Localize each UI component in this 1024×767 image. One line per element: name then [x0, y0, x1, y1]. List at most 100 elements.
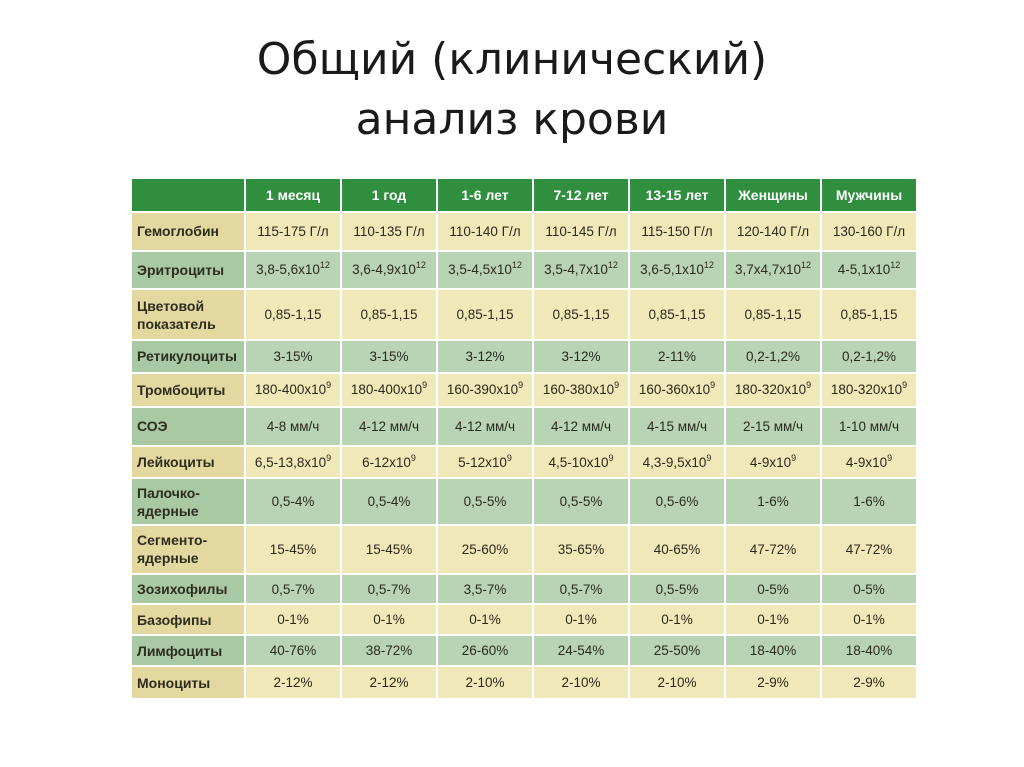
table-cell: 3,8-5,6х1012: [244, 249, 342, 291]
cell-value: 4,3-9,5х10: [642, 454, 707, 470]
cell-exponent: 9: [326, 380, 332, 391]
table-cell: 3,5-4,5х1012: [436, 249, 534, 291]
cell-value: 120-140 Г/л: [736, 223, 810, 239]
column-header: Мужчины: [820, 177, 918, 213]
table-row: Моноциты 2-12% 2-12% 2-10% 2-10% 2-10% 2-9% 2-9…: [130, 665, 918, 700]
table-cell: 1-6%: [820, 477, 918, 527]
table-cell: 4-15 мм/ч: [628, 406, 726, 447]
table-cell: 0-1%: [724, 603, 822, 636]
cell-exponent: 9: [614, 380, 620, 391]
row-label: Тромбоциты: [130, 371, 246, 409]
table-cell: 0-1%: [244, 603, 342, 636]
cell-value: 3-15%: [273, 348, 313, 364]
row-label: Моноциты: [130, 665, 246, 700]
cell-value: 18-40%: [845, 643, 893, 659]
table-cell: 115-150 Г/л: [628, 211, 726, 252]
table-cell: 110-140 Г/л: [436, 211, 534, 252]
table-cell: 2-12%: [244, 665, 342, 700]
table-cell: 120-140 Г/л: [724, 211, 822, 252]
cell-value: 3,5-7%: [463, 581, 507, 597]
cell-value: 0,5-5%: [463, 494, 507, 510]
table-cell: 2-10%: [436, 665, 534, 700]
cell-value: 2-15 мм/ч: [742, 418, 804, 434]
cell-value: 4-9х10: [845, 454, 888, 470]
cell-value: 0-1%: [277, 612, 309, 628]
cell-exponent: 9: [518, 380, 524, 391]
table-row: Лимфоциты 40-76% 38-72% 26-60% 24-54% 25-50% 1…: [130, 633, 918, 668]
cell-value: 160-380х10: [542, 382, 615, 398]
cell-value: 0-1%: [661, 612, 693, 628]
cell-value: 4-9х10: [749, 454, 792, 470]
cell-value: 0,5-7%: [559, 581, 603, 597]
table-cell: 0-1%: [436, 603, 534, 636]
cell-value: 0-1%: [853, 612, 885, 628]
table-cell: 18-40%: [724, 633, 822, 668]
table-cell: 0,2-1,2%: [820, 339, 918, 374]
slide-title-line-1: Общий (клинический): [256, 34, 768, 85]
cell-exponent: 9: [791, 452, 797, 463]
table-cell: 4,5-10х109: [532, 444, 630, 480]
cell-exponent: 9: [422, 380, 428, 391]
table-cell: 180-400х109: [244, 371, 342, 409]
table-cell: 4-12 мм/ч: [340, 406, 438, 447]
cell-value: 25-60%: [461, 541, 509, 557]
table-cell: 35-65%: [532, 524, 630, 575]
table-cell: 3,6-5,1х1012: [628, 249, 726, 291]
row-label: Лимфоциты: [130, 633, 246, 668]
table-cell: 4-12 мм/ч: [436, 406, 534, 447]
cell-value: 0,2-1,2%: [745, 348, 801, 364]
cell-value: 3,6-5,1х10: [640, 262, 704, 278]
table-cell: 2-10%: [628, 665, 726, 700]
table-cell: 0,5-5%: [436, 477, 534, 527]
cell-value: 3,5-4,5х10: [448, 262, 512, 278]
cell-exponent: 12: [319, 260, 330, 271]
table-cell: 1-6%: [724, 477, 822, 527]
cell-value: 35-65%: [557, 541, 605, 557]
cell-value: 0,85-1,15: [840, 307, 898, 323]
cell-value: 38-72%: [365, 643, 413, 659]
cell-value: 24-54%: [557, 643, 605, 659]
table-row: Гемоглобин 115-175 Г/л 110-135 Г/л 110-140 …: [130, 211, 918, 252]
cell-value: 0,5-4%: [271, 494, 315, 510]
cell-value: 4-5,1х10: [837, 262, 891, 278]
cell-value: 180-400х10: [254, 382, 327, 398]
table-cell: 2-11%: [628, 339, 726, 374]
row-label: Цветовой показатель: [130, 288, 246, 342]
table-cell: 15-45%: [340, 524, 438, 575]
table-cell: 24-54%: [532, 633, 630, 668]
table-cell: 47-72%: [820, 524, 918, 575]
cell-value: 2-10%: [465, 675, 505, 691]
table-row: Лейкоциты 6,5-13,8х109 6-12х109 5-12х109 4,5…: [130, 444, 918, 480]
table-cell: 0-1%: [820, 603, 918, 636]
cell-value: 0,85-1,15: [456, 307, 514, 323]
table-row: СОЭ 4-8 мм/ч 4-12 мм/ч 4-12 мм/ч 4-12 мм/ч 4-…: [130, 406, 918, 447]
table-cell: 0,85-1,15: [436, 288, 534, 342]
table-cell: 0-5%: [820, 572, 918, 606]
cell-value: 15-45%: [365, 541, 413, 557]
cell-exponent: 12: [801, 260, 812, 271]
column-header: 1 год: [340, 177, 438, 213]
table-cell: 0-1%: [532, 603, 630, 636]
cell-exponent: 9: [608, 452, 614, 463]
cell-value: 15-45%: [269, 541, 317, 557]
table-cell: 0,5-6%: [628, 477, 726, 527]
table-cell: 0-5%: [724, 572, 822, 606]
table-cell: 4-8 мм/ч: [244, 406, 342, 447]
table-cell: 18-40%: [820, 633, 918, 668]
cell-value: 3,8-5,6х10: [256, 262, 320, 278]
table-cell: 1-10 мм/ч: [820, 406, 918, 447]
table-cell: 15-45%: [244, 524, 342, 575]
table-cell: 3-15%: [244, 339, 342, 374]
cell-value: 3-12%: [465, 348, 505, 364]
row-label: Базофипы: [130, 603, 246, 636]
table-cell: 25-60%: [436, 524, 534, 575]
column-header: 13-15 лет: [628, 177, 726, 213]
cell-value: 0,85-1,15: [360, 307, 418, 323]
table-cell: 0,5-7%: [532, 572, 630, 606]
cell-value: 130-160 Г/л: [832, 223, 906, 239]
row-label: Палочко-ядерные: [130, 477, 246, 527]
table-cell: 6-12х109: [340, 444, 438, 480]
cell-exponent: 9: [887, 452, 893, 463]
table-cell: 2-15 мм/ч: [724, 406, 822, 447]
cell-value: 0,5-7%: [271, 581, 315, 597]
